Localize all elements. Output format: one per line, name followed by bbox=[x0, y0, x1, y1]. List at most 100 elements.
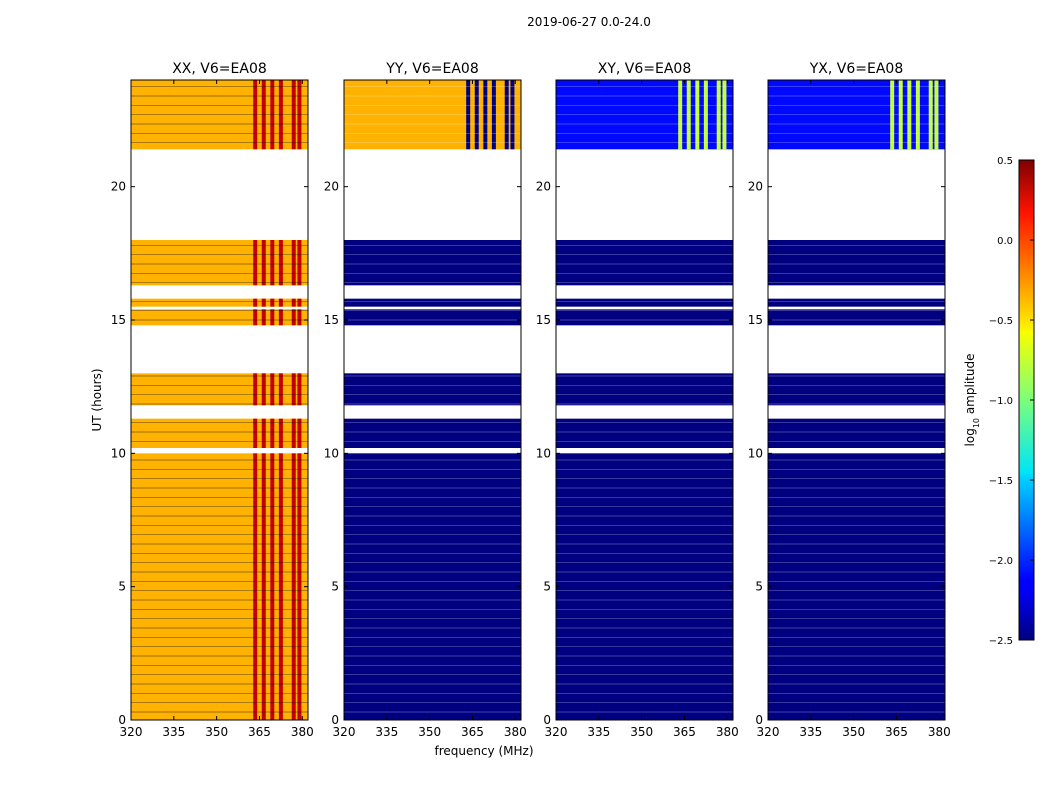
x-tick-label: 380 bbox=[291, 725, 314, 739]
rfi-stripe bbox=[278, 453, 283, 720]
rfi-stripe bbox=[291, 418, 296, 448]
rfi-stripe bbox=[270, 240, 275, 286]
x-tick-label: 365 bbox=[673, 725, 696, 739]
y-tick-label: 15 bbox=[324, 313, 339, 327]
colorbar: 0.5 0.0 −0.5 −1.0 −1.5 −2.0 −2.5 log10 amplitu… bbox=[963, 156, 1035, 647]
x-tick-label: 380 bbox=[716, 725, 739, 739]
rfi-stripe bbox=[695, 80, 700, 150]
rfi-stripe bbox=[253, 240, 258, 286]
x-tick-label: 320 bbox=[333, 725, 356, 739]
rfi-stripe bbox=[915, 80, 920, 150]
data-block bbox=[344, 453, 521, 720]
rfi-stripe bbox=[678, 80, 683, 150]
data-block bbox=[556, 453, 733, 720]
colorbar-tick-label: −2.0 bbox=[989, 556, 1013, 567]
colorbar-tick-label: −0.5 bbox=[989, 316, 1013, 327]
panel-yy: YY, V6=EA08 320 335 350 365 380 0 5 10 15 20 bbox=[324, 61, 527, 739]
x-tick-label: 365 bbox=[248, 725, 271, 739]
rfi-stripe bbox=[278, 298, 283, 307]
data-block bbox=[344, 298, 521, 307]
y-tick-label: 10 bbox=[536, 446, 551, 460]
rfi-stripe bbox=[928, 80, 933, 150]
y-tick-label: 0 bbox=[331, 713, 339, 727]
rfi-stripe bbox=[261, 298, 266, 307]
colorbar-label: log10 amplitude bbox=[963, 354, 981, 447]
x-tick-label: 335 bbox=[587, 725, 610, 739]
panel-title: YX, V6=EA08 bbox=[809, 61, 904, 77]
rfi-stripe bbox=[253, 453, 258, 720]
data-block bbox=[768, 453, 945, 720]
x-tick-label: 350 bbox=[630, 725, 653, 739]
y-tick-label: 10 bbox=[111, 446, 126, 460]
rfi-stripe bbox=[270, 309, 275, 326]
colorbar-ticks: 0.5 0.0 −0.5 −1.0 −1.5 −2.0 −2.5 bbox=[989, 156, 1034, 647]
panel-xy: XY, V6=EA08 320 335 350 365 380 0 5 10 15 20 bbox=[536, 61, 739, 739]
panel-title: XY, V6=EA08 bbox=[598, 61, 692, 77]
data-block bbox=[556, 418, 733, 448]
rfi-stripe bbox=[253, 309, 258, 326]
rfi-stripe bbox=[466, 80, 471, 150]
data-block bbox=[768, 240, 945, 286]
rfi-stripe bbox=[291, 298, 296, 307]
data-block bbox=[344, 309, 521, 326]
data-block bbox=[131, 298, 308, 307]
rfi-stripe bbox=[278, 240, 283, 286]
rfi-stripe bbox=[890, 80, 895, 150]
colorbar-tick-label: −2.5 bbox=[989, 636, 1013, 647]
panel-title: YY, V6=EA08 bbox=[385, 61, 478, 77]
rfi-stripe bbox=[270, 453, 275, 720]
x-tick-label: 350 bbox=[842, 725, 865, 739]
rfi-stripe bbox=[491, 80, 496, 150]
rfi-stripe bbox=[278, 418, 283, 448]
data-block bbox=[768, 80, 945, 150]
data-block bbox=[556, 298, 733, 307]
rfi-stripe bbox=[297, 453, 302, 720]
data-block bbox=[768, 309, 945, 326]
panel-frame bbox=[130, 79, 309, 721]
panel-yx: YX, V6=EA08 320 335 350 365 380 0 5 10 15 20 bbox=[748, 61, 951, 739]
rfi-stripe bbox=[253, 298, 258, 307]
rfi-stripe bbox=[253, 373, 258, 406]
colorbar-tick-label: 0.5 bbox=[997, 156, 1013, 167]
rfi-stripe bbox=[261, 373, 266, 406]
data-block bbox=[131, 373, 308, 406]
x-tick-label: 350 bbox=[418, 725, 441, 739]
y-tick-label: 10 bbox=[324, 446, 339, 460]
colorbar-label-sub: 10 bbox=[972, 418, 981, 428]
data-block bbox=[131, 418, 308, 448]
rfi-stripe bbox=[270, 373, 275, 406]
y-tick-label: 5 bbox=[543, 580, 551, 594]
rfi-stripe bbox=[297, 298, 302, 307]
colorbar-tick-label: −1.5 bbox=[989, 476, 1013, 487]
x-axis-label: frequency (MHz) bbox=[434, 744, 533, 758]
rfi-stripe bbox=[934, 80, 939, 150]
rfi-stripe bbox=[907, 80, 912, 150]
data-block bbox=[768, 418, 945, 448]
y-tick-label: 20 bbox=[748, 180, 763, 194]
data-block bbox=[344, 418, 521, 448]
rfi-stripe bbox=[291, 453, 296, 720]
suptitle: 2019-06-27 0.0-24.0 bbox=[527, 15, 651, 29]
data-block bbox=[344, 240, 521, 286]
rfi-stripe bbox=[270, 418, 275, 448]
panel-frame bbox=[343, 79, 522, 721]
y-tick-label: 0 bbox=[118, 713, 126, 727]
x-tick-label: 335 bbox=[375, 725, 398, 739]
data-block bbox=[556, 80, 733, 150]
y-tick-label: 15 bbox=[536, 313, 551, 327]
rfi-stripe bbox=[297, 240, 302, 286]
rfi-stripe bbox=[291, 240, 296, 286]
data-block bbox=[344, 80, 521, 150]
panel-frame bbox=[767, 79, 946, 721]
data-block bbox=[131, 453, 308, 720]
colorbar-label-rest: amplitude bbox=[963, 354, 977, 418]
data-block bbox=[556, 309, 733, 326]
x-tick-label: 380 bbox=[928, 725, 951, 739]
y-tick-label: 0 bbox=[543, 713, 551, 727]
rfi-stripe bbox=[253, 418, 258, 448]
x-tick-label: 365 bbox=[461, 725, 484, 739]
rfi-stripe bbox=[716, 80, 721, 150]
x-tick-label: 320 bbox=[120, 725, 143, 739]
y-tick-label: 5 bbox=[118, 580, 126, 594]
data-block bbox=[556, 373, 733, 406]
